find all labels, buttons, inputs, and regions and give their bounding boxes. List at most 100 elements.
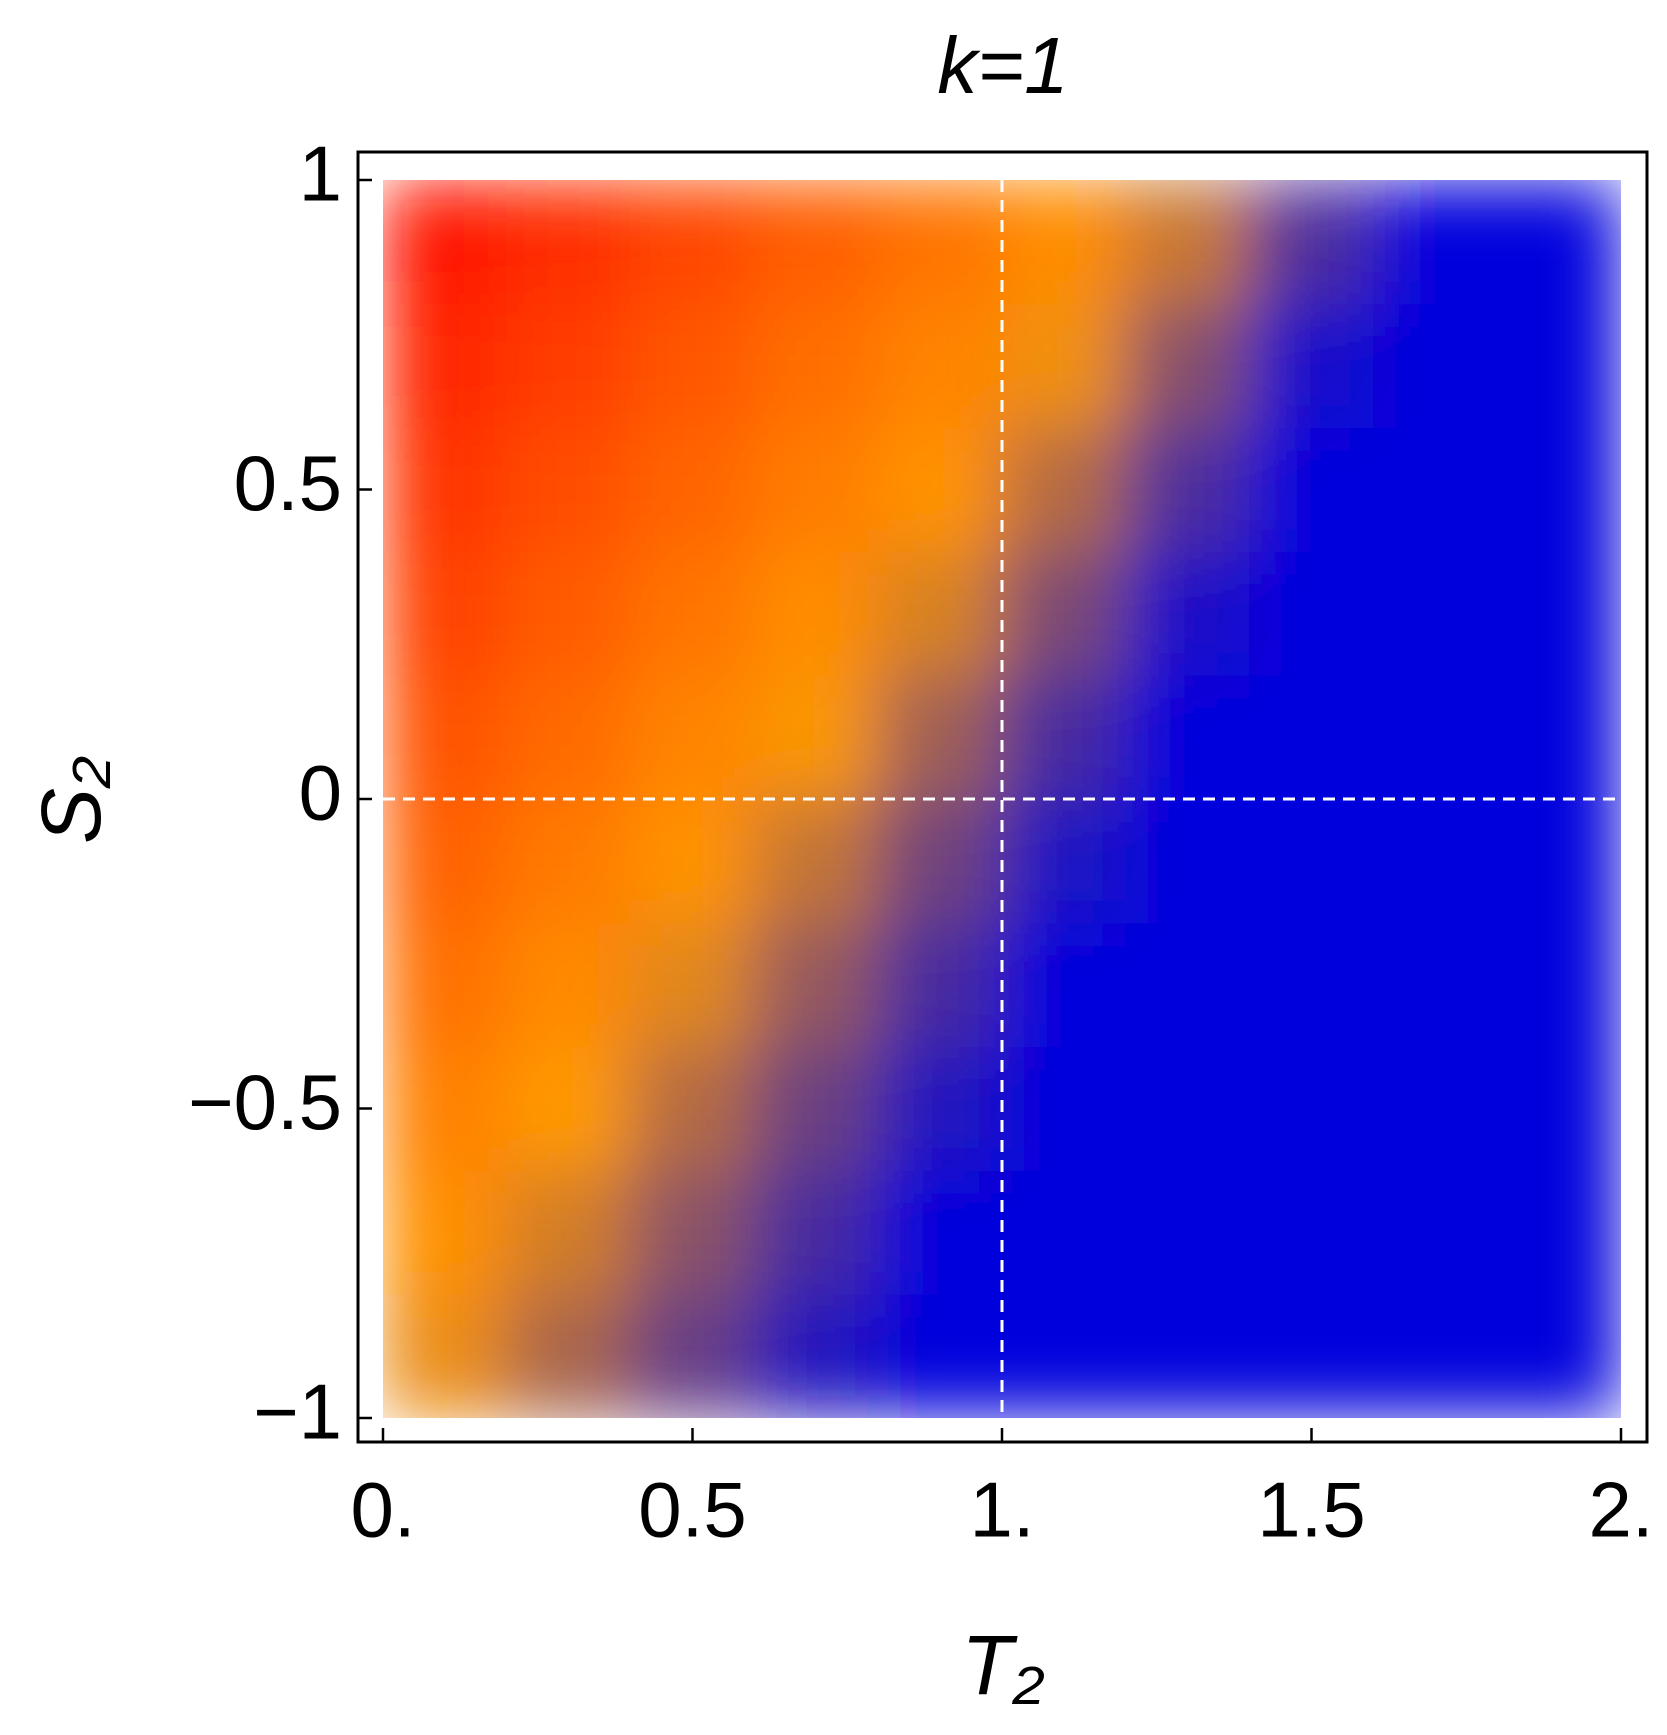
heatmap-cell (1249, 922, 1374, 1048)
heatmap-cell (877, 550, 1003, 676)
heatmap-cell (630, 1293, 755, 1418)
y-tick-label: 0 (299, 749, 342, 837)
heatmap-cell (506, 674, 632, 800)
heatmap-cell (1001, 922, 1127, 1048)
heatmap-cell (1001, 674, 1127, 800)
heatmap-cell (753, 1046, 879, 1171)
heatmap-cell (1496, 427, 1621, 552)
heatmap-cell (877, 1169, 1003, 1295)
plot-area (383, 180, 1621, 1418)
heatmap-cell (506, 798, 632, 924)
heatmap-cell (1496, 1169, 1621, 1295)
heatmap-cell (1249, 180, 1374, 305)
heatmap-cell (383, 798, 508, 924)
heatmap-cell (753, 303, 879, 429)
heatmap-cell (753, 550, 879, 676)
heatmap-cell (630, 922, 755, 1048)
reference-lines (383, 180, 1621, 1418)
heatmap-cell (753, 1293, 879, 1418)
heatmap-cell (383, 1046, 508, 1171)
heatmap-cell (753, 922, 879, 1048)
heatmap (383, 180, 1621, 1418)
heatmap-cell (1496, 180, 1621, 305)
heatmap-cell (1001, 180, 1127, 305)
heatmap-cell (1125, 180, 1251, 305)
x-tick-label: 0. (350, 1466, 415, 1554)
heatmap-cell (1125, 922, 1251, 1048)
heatmap-cell (1001, 798, 1127, 924)
heatmap-cell (1496, 303, 1621, 429)
heatmap-cell (1125, 1169, 1251, 1295)
heatmap-cell (506, 1293, 632, 1418)
heatmap-cell (1249, 1046, 1374, 1171)
heatmap-cell (1001, 427, 1127, 552)
heatmap-cell (1496, 1046, 1621, 1171)
heatmap-cell (506, 427, 632, 552)
heatmap-cell (630, 798, 755, 924)
heatmap-cell (630, 1169, 755, 1295)
heatmap-cell (877, 1293, 1003, 1418)
heatmap-cell (877, 674, 1003, 800)
heatmap-cell (630, 180, 755, 305)
heatmap-cell (383, 180, 508, 305)
heatmap-cell (383, 303, 508, 429)
heatmap-cell (630, 550, 755, 676)
heatmap-cell (630, 674, 755, 800)
heatmap-cell (1249, 1169, 1374, 1295)
heatmap-cell (753, 1169, 879, 1295)
heatmap-cell (1125, 798, 1251, 924)
heatmap-cell (753, 674, 879, 800)
heatmap-cell (1125, 303, 1251, 429)
y-tick-label: 0.5 (234, 439, 342, 527)
heatmap-cell (1001, 303, 1127, 429)
heatmap-cell (383, 427, 508, 552)
heatmap-cell (1372, 427, 1498, 552)
heatmap-cell (1372, 1169, 1498, 1295)
heatmap-cell (630, 1046, 755, 1171)
heatmap-cell (1001, 1046, 1127, 1171)
y-tick-label: −0.5 (188, 1058, 342, 1146)
heatmap-cell (1125, 1046, 1251, 1171)
heatmap-cell (877, 1046, 1003, 1171)
heatmap-cell (1372, 922, 1498, 1048)
heatmap-cell (383, 550, 508, 676)
heatmap-cell (1496, 922, 1621, 1048)
chart-title: k=1 (937, 21, 1068, 110)
y-axis-label: S₂ (24, 756, 118, 844)
heatmap-cell (877, 427, 1003, 552)
heatmap-cell (1496, 550, 1621, 676)
heatmap-cell (506, 922, 632, 1048)
heatmap-cell (1372, 1046, 1498, 1171)
heatmap-cell (753, 798, 879, 924)
y-tick-label: 1 (299, 130, 342, 218)
x-tick-label: 1. (969, 1466, 1034, 1554)
heatmap-cell (1496, 798, 1621, 924)
heatmap-cell (1496, 1293, 1621, 1418)
heatmap-cell (1372, 798, 1498, 924)
heatmap-cell (383, 1169, 508, 1295)
heatmap-cell (1372, 674, 1498, 800)
heatmap-cell (1249, 427, 1374, 552)
heatmap-cell (383, 922, 508, 1048)
heatmap-cell (1125, 1293, 1251, 1418)
heatmap-cell (1125, 674, 1251, 800)
heatmap-cell (877, 303, 1003, 429)
heatmap-cell (1249, 1293, 1374, 1418)
heatmap-cell (753, 180, 879, 305)
heatmap-cell (1001, 1293, 1127, 1418)
heatmap-cell (1249, 674, 1374, 800)
heatmap-cell (630, 303, 755, 429)
heatmap-cell (877, 922, 1003, 1048)
heatmap-cell (506, 1046, 632, 1171)
heatmap-cell (383, 674, 508, 800)
heatmap-cell (506, 1169, 632, 1295)
heatmap-cell (506, 180, 632, 305)
x-tick-label: 1.5 (1257, 1466, 1365, 1554)
x-tick-label: 0.5 (638, 1466, 746, 1554)
heatmap-cell (1372, 1293, 1498, 1418)
heatmap-cell (753, 427, 879, 552)
heatmap-cell (506, 550, 632, 676)
heatmap-cell (1372, 180, 1498, 305)
